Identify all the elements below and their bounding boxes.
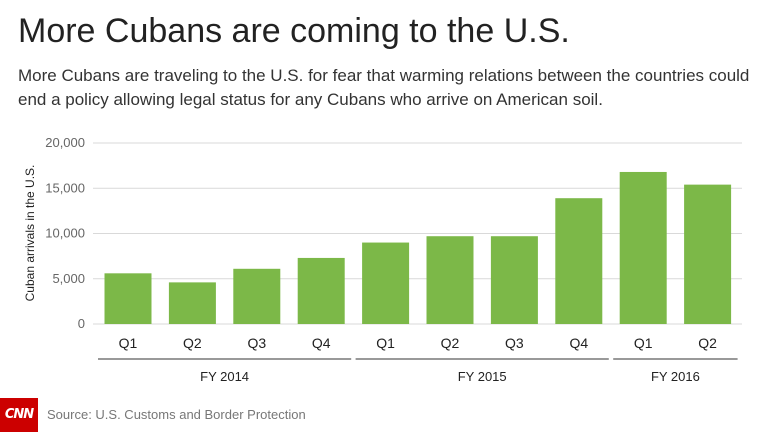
source-note: Source: U.S. Customs and Border Protecti… bbox=[47, 407, 306, 422]
x-axis-group-labels: FY 2014 FY 2015 FY 2016 bbox=[98, 358, 738, 384]
bars bbox=[104, 171, 732, 324]
x-group-label: FY 2014 bbox=[200, 369, 249, 384]
bar-chart: 0 5,000 10,000 15,000 20,000 Cuban arrivals … bbox=[23, 135, 742, 384]
chart-title: More Cubans are coming to the U.S. bbox=[18, 12, 570, 50]
x-category-label: Q2 bbox=[441, 335, 460, 351]
x-category-label: Q3 bbox=[505, 335, 524, 351]
x-group-label: FY 2016 bbox=[651, 369, 700, 384]
bar bbox=[297, 257, 345, 324]
x-category-label: Q1 bbox=[634, 335, 653, 351]
y-tick-label: 0 bbox=[78, 316, 85, 331]
footer: CNN Source: U.S. Customs and Border Prot… bbox=[0, 398, 777, 432]
bar bbox=[490, 236, 538, 324]
x-category-label: Q4 bbox=[312, 335, 331, 351]
bar bbox=[555, 198, 603, 324]
y-tick-label: 5,000 bbox=[52, 271, 85, 286]
x-axis-category-labels: Q1 Q2 Q3 Q4 Q1 Q2 Q3 Q4 Q1 Q2 bbox=[119, 335, 717, 351]
y-axis-label: Cuban arrivals in the U.S. bbox=[23, 165, 37, 302]
x-group-label: FY 2015 bbox=[458, 369, 507, 384]
y-tick-label: 20,000 bbox=[45, 135, 85, 150]
x-category-label: Q2 bbox=[183, 335, 202, 351]
y-axis-ticks: 0 5,000 10,000 15,000 20,000 bbox=[45, 135, 85, 331]
x-category-label: Q4 bbox=[569, 335, 588, 351]
bar bbox=[684, 184, 732, 324]
bar bbox=[233, 268, 281, 324]
bar bbox=[104, 273, 152, 324]
bar bbox=[619, 171, 667, 324]
chart-subtitle: More Cubans are traveling to the U.S. fo… bbox=[18, 66, 750, 109]
bar bbox=[168, 282, 216, 324]
x-category-label: Q3 bbox=[247, 335, 266, 351]
x-category-label: Q2 bbox=[698, 335, 717, 351]
y-tick-label: 10,000 bbox=[45, 226, 85, 241]
cnn-logo: CNN bbox=[0, 398, 38, 432]
x-category-label: Q1 bbox=[119, 335, 138, 351]
x-category-label: Q1 bbox=[376, 335, 395, 351]
y-tick-label: 15,000 bbox=[45, 180, 85, 195]
bar bbox=[426, 236, 474, 324]
bar bbox=[362, 242, 410, 324]
